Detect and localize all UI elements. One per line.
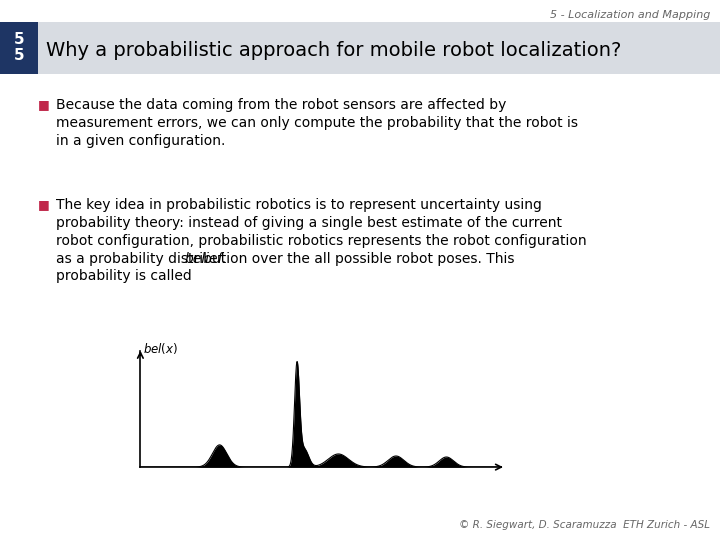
Text: © R. Siegwart, D. Scaramuzza  ETH Zurich - ASL: © R. Siegwart, D. Scaramuzza ETH Zurich … <box>459 520 710 530</box>
Text: 5: 5 <box>14 32 24 47</box>
Text: 5: 5 <box>14 48 24 63</box>
Text: ■: ■ <box>38 98 50 111</box>
Text: Because the data coming from the robot sensors are affected by
measurement error: Because the data coming from the robot s… <box>56 98 578 148</box>
Text: belief.: belief. <box>185 252 228 266</box>
Text: 5 - Localization and Mapping: 5 - Localization and Mapping <box>549 10 710 20</box>
Bar <box>0 22 38 74</box>
Text: $bel(x)$: $bel(x)$ <box>143 341 179 356</box>
Bar <box>38 22 720 74</box>
Text: ■: ■ <box>38 198 50 211</box>
Text: The key idea in probabilistic robotics is to represent uncertainty using
probabi: The key idea in probabilistic robotics i… <box>56 198 587 284</box>
Text: Why a probabilistic approach for mobile robot localization?: Why a probabilistic approach for mobile … <box>46 40 621 59</box>
